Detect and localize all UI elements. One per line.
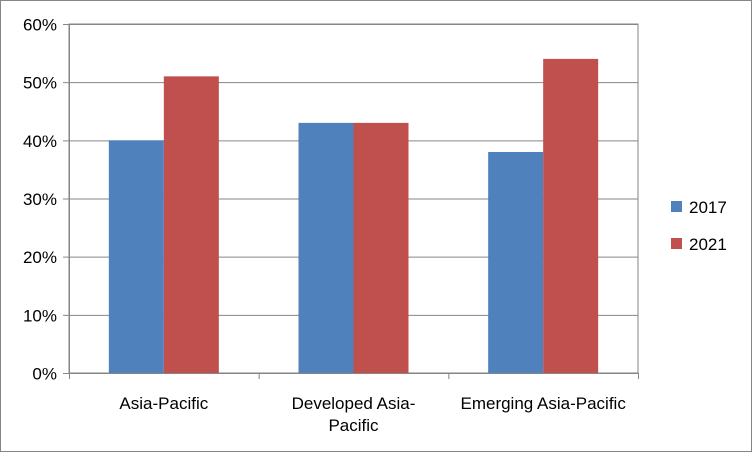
y-tick-label: 30% — [23, 190, 57, 209]
y-tick-label: 50% — [23, 74, 57, 93]
legend-label: 2017 — [689, 198, 727, 217]
x-tick-label: Developed Asia- — [292, 394, 416, 413]
legend-swatch-2021 — [671, 238, 682, 249]
bar-2021-1 — [353, 122, 409, 373]
y-tick-label: 60% — [23, 16, 57, 35]
x-tick-label: Asia-Pacific — [119, 394, 208, 413]
y-tick-label: 0% — [32, 365, 57, 384]
y-tick-label: 20% — [23, 248, 57, 267]
x-tick-label: Emerging Asia-Pacific — [460, 394, 626, 413]
bar-2021-0 — [163, 76, 219, 373]
bar-2017-1 — [298, 122, 354, 373]
x-tick-label: Pacific — [328, 416, 379, 435]
legend-label: 2021 — [689, 235, 727, 254]
bar-2021-2 — [543, 58, 599, 374]
legend-swatch-2017 — [671, 201, 682, 212]
bar-2017-0 — [108, 140, 164, 373]
y-tick-label: 40% — [23, 132, 57, 151]
bar-2017-2 — [488, 151, 544, 373]
y-tick-label: 10% — [23, 306, 57, 325]
